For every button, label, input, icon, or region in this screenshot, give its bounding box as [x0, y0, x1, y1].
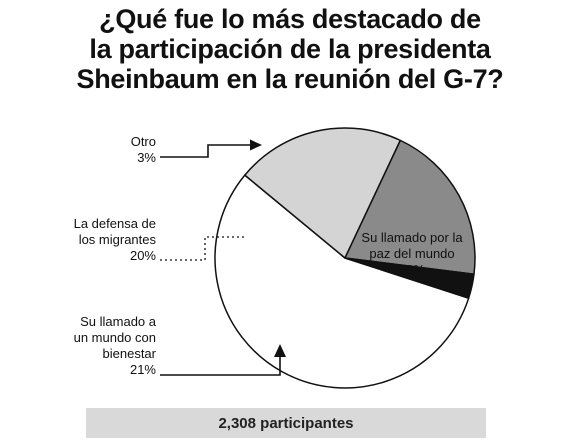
label-otro: Otro 3%: [131, 134, 157, 165]
participants-count: 2,308 participantes: [218, 414, 354, 432]
chart-title: ¿Qué fue lo más destacado de la particip…: [0, 4, 580, 94]
label-mundo-con-bienestar-line-3: bienestar: [103, 346, 157, 361]
participants-footer: 2,308 participantes: [86, 408, 486, 438]
label-defensa-migrantes: La defensa de los migrantes 20%: [74, 216, 157, 263]
label-mundo-con-bienestar-line-2: un mundo con: [74, 330, 156, 345]
title-line-3: Sheinbaum en la reunión del G-7?: [76, 64, 504, 94]
slice-otro: [344, 257, 475, 299]
leader-mundo-con-bienestar: [160, 356, 281, 376]
title-line-1: ¿Qué fue lo más destacado de: [99, 4, 481, 34]
label-defensa-migrantes-line-2: los migrantes: [79, 232, 157, 247]
label-otro-line-2: 3%: [137, 150, 156, 165]
leader-defensa-migrantes: [160, 236, 244, 261]
label-mundo-con-bienestar: Su llamado a un mundo con bienestar 21%: [74, 314, 157, 377]
label-defensa-migrantes-line-1: La defensa de: [74, 216, 156, 231]
label-otro-line-1: Otro: [131, 134, 156, 149]
title-line-2: la participación de la presidenta: [89, 34, 491, 64]
label-paz-del-mundo-line-1: Su llamado por la: [361, 230, 463, 245]
arrowhead-otro: [250, 139, 262, 151]
label-mundo-con-bienestar-line-4: 21%: [130, 362, 156, 377]
slice-mundo-con-bienestar: [244, 127, 402, 259]
label-defensa-migrantes-line-3: 20%: [130, 248, 156, 263]
label-paz-del-mundo-line-3: 56%: [399, 262, 425, 277]
slice-paz-del-mundo: [214, 174, 470, 389]
label-paz-del-mundo: Su llamado por la paz del mundo 56%: [361, 230, 463, 277]
arrowhead-mundo-con-bienestar: [274, 344, 286, 357]
label-mundo-con-bienestar-line-1: Su llamado a: [80, 314, 157, 329]
leader-otro: [160, 144, 252, 158]
label-paz-del-mundo-line-2: paz del mundo: [369, 246, 454, 261]
slice-defensa-migrantes: [344, 139, 476, 276]
